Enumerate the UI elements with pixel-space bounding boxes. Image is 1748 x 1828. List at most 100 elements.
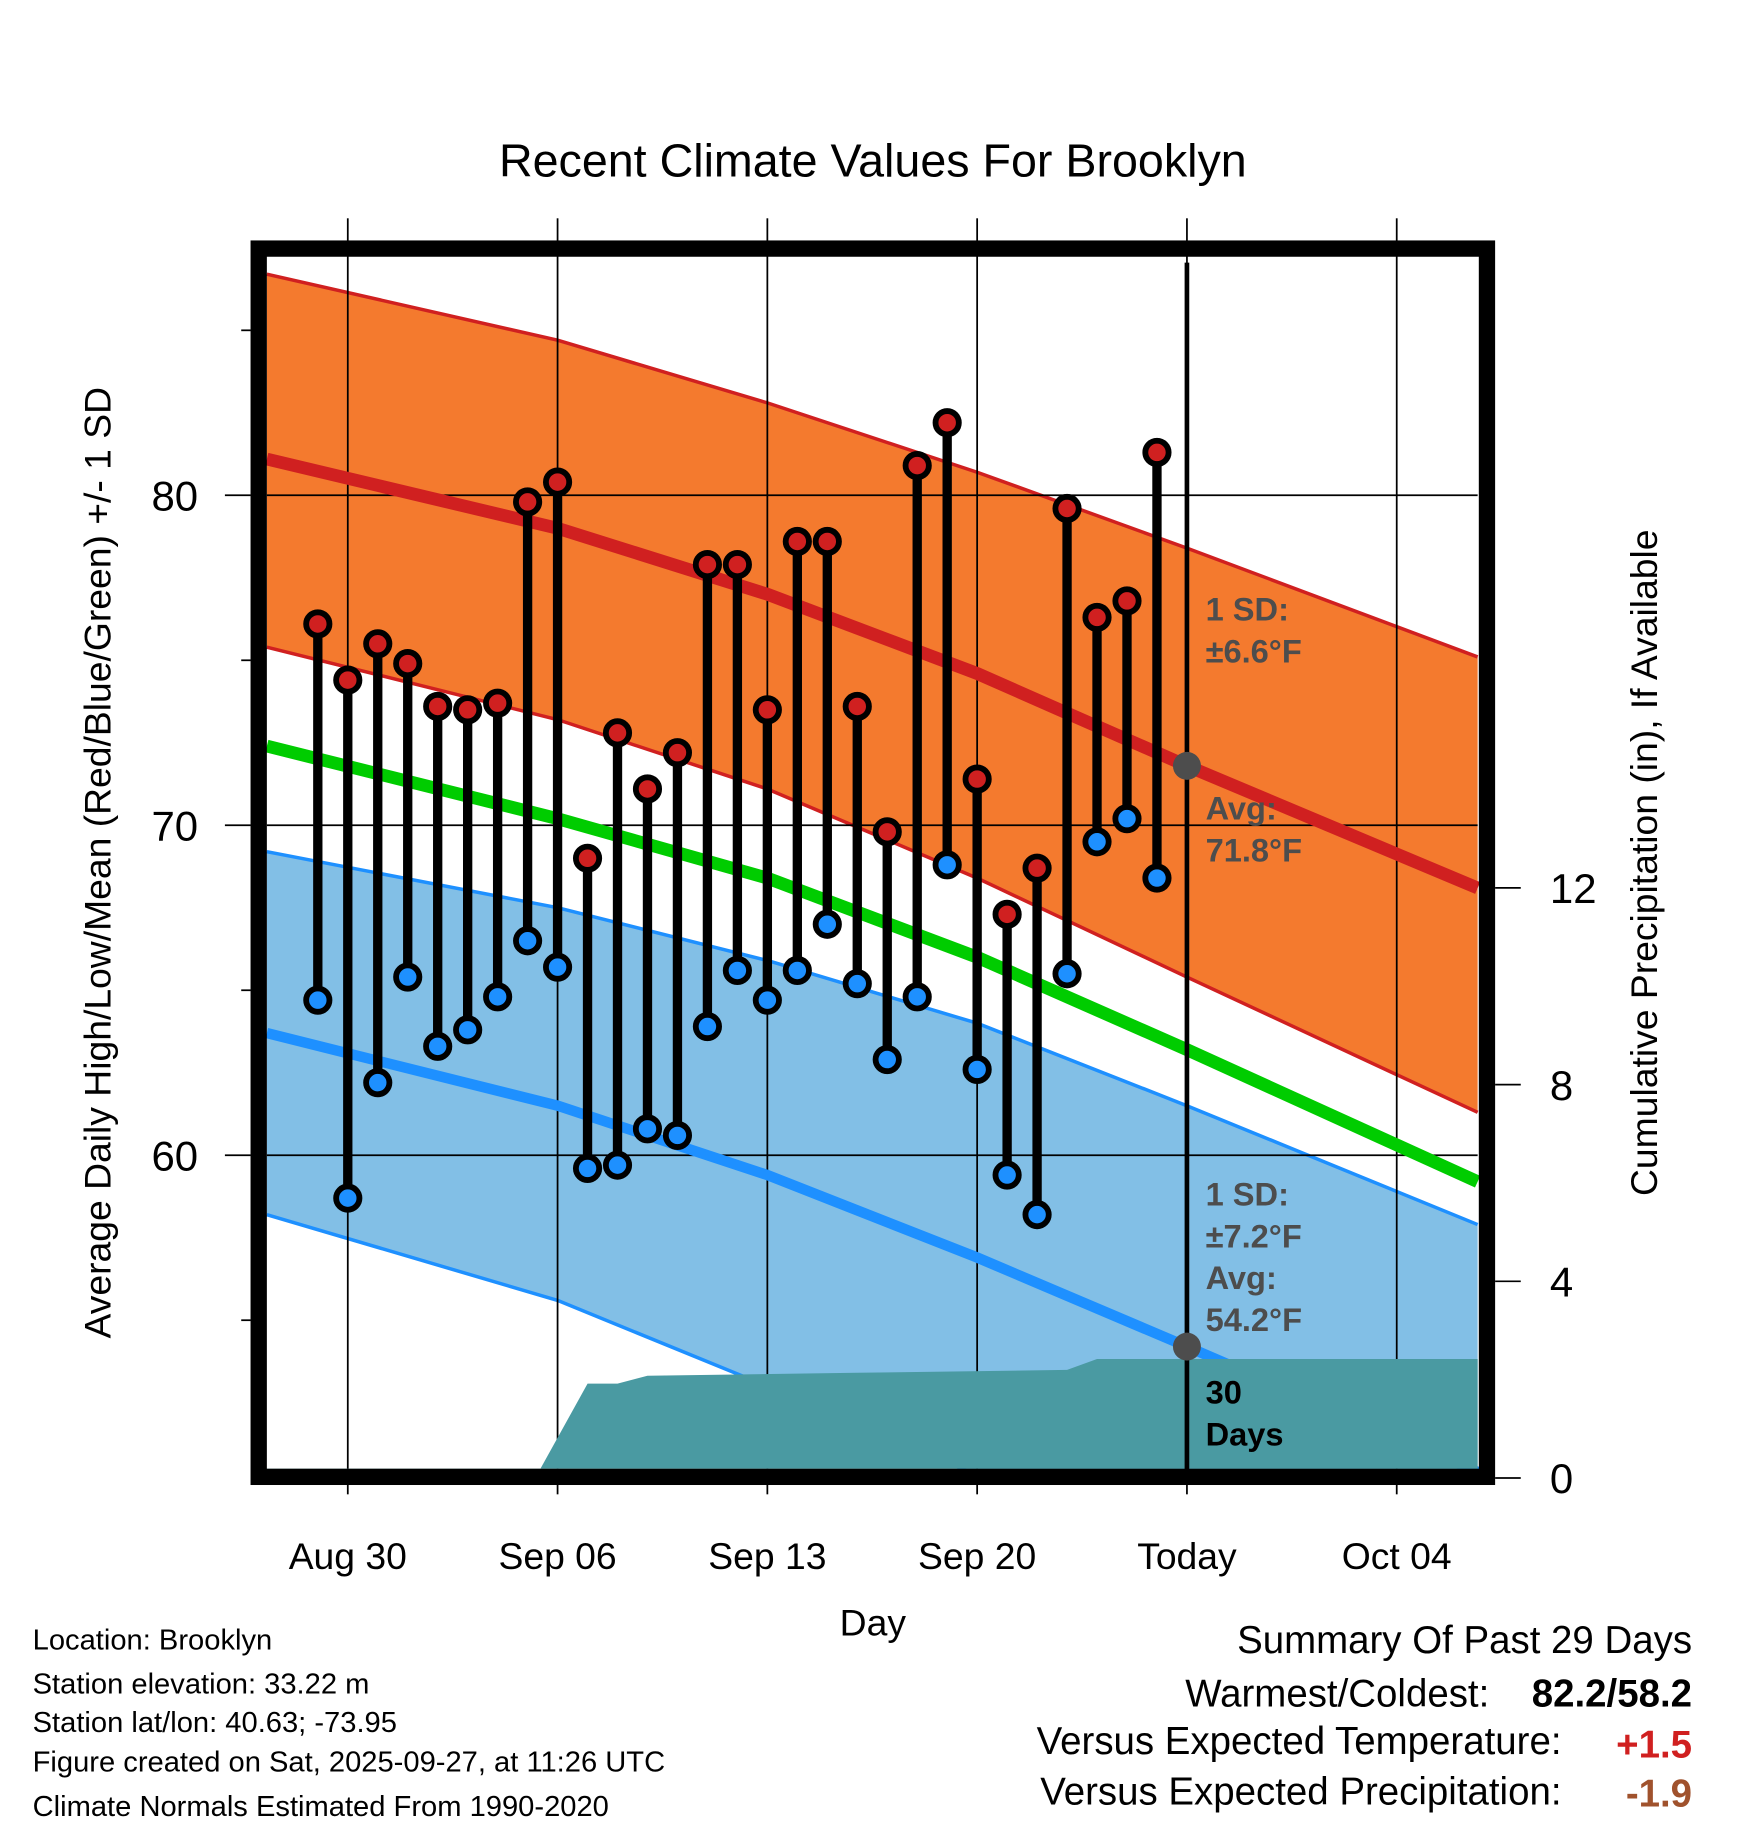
y2-tick-label: 8: [1550, 1062, 1573, 1109]
normal-mean-line: [265, 739, 1481, 1188]
summary-title: Summary Of Past 29 Days: [1237, 1619, 1692, 1662]
normal-high-line: [265, 452, 1481, 894]
summary-box: Summary Of Past 29 Days Warmest/Coldest:…: [1037, 1619, 1692, 1816]
footer-normals: Climate Normals Estimated From 1990-2020: [33, 1791, 609, 1823]
daily-high-point: [782, 526, 812, 557]
y2-tick-label: 0: [1550, 1455, 1573, 1502]
today-low-normal-marker: [1172, 1332, 1201, 1361]
low-sd-annotation: ±7.2°F: [1206, 1217, 1302, 1254]
daily-high-point: [632, 774, 663, 804]
y-tick-label: 80: [151, 472, 198, 519]
daily-low-point: [1082, 827, 1112, 857]
axes: Aug 30 Sep 06 Sep 13 Sep 20 Today Oct 04 60 70 8…: [151, 218, 1597, 1577]
daily-low-point: [453, 1015, 483, 1045]
daily-high-point: [842, 691, 872, 722]
daily-low-point: [692, 1011, 722, 1042]
daily-low-point: [1022, 1200, 1052, 1230]
daily-high-point: [1022, 853, 1052, 883]
daily-low-point: [812, 909, 842, 939]
warmest-coldest-value: 82.2/58.2: [1532, 1672, 1692, 1715]
daily-low-point: [632, 1114, 663, 1144]
x-tick-label: Oct 04: [1342, 1535, 1452, 1577]
x-tick-label: Sep 20: [918, 1535, 1036, 1577]
daily-high-point: [303, 609, 333, 639]
daily-low-point: [602, 1150, 633, 1180]
plot-overlay: 1 SD: ±6.6°F Avg: 71.8°F 1 SD: ±7.2°F Avg: 54.2…: [303, 262, 1302, 1472]
x-tick-label: Aug 30: [289, 1535, 407, 1577]
daily-low-point: [303, 985, 333, 1015]
high-avg-annotation: Avg:: [1206, 790, 1277, 827]
precip-anomaly-value: -1.9: [1626, 1773, 1692, 1816]
y2-tick-label: 12: [1550, 865, 1597, 912]
daily-low-point: [662, 1120, 693, 1150]
daily-low-point: [932, 850, 962, 880]
daily-low-point: [543, 952, 573, 982]
daily-high-point: [662, 738, 693, 768]
daily-high-point: [393, 649, 423, 679]
low-avg-annotation: Avg:: [1206, 1259, 1277, 1296]
daily-low-point: [333, 1183, 363, 1213]
x-tick-label: Sep 13: [708, 1535, 826, 1577]
y2-tick-label: 4: [1550, 1258, 1573, 1305]
daily-high-point: [453, 695, 483, 725]
daily-high-point: [872, 817, 902, 847]
footer-elevation: Station elevation: 33.22 m: [33, 1669, 370, 1701]
footer-created: Figure created on Sat, 2025-09-27, at 11…: [33, 1747, 665, 1779]
daily-high-point: [1112, 586, 1142, 616]
daily-low-point: [902, 982, 932, 1012]
daily-low-point: [992, 1160, 1022, 1190]
daily-low-point: [513, 926, 543, 956]
low-avg-annotation: 54.2°F: [1206, 1301, 1302, 1338]
daily-high-point: [992, 899, 1022, 929]
temp-anomaly-label: Versus Expected Temperature:: [1037, 1720, 1562, 1763]
precip-period-annotation: 30: [1206, 1373, 1242, 1410]
precip-anomaly-label: Versus Expected Precipitation:: [1040, 1770, 1561, 1813]
today-high-normal-marker: [1172, 751, 1201, 780]
daily-low-point: [1142, 863, 1172, 893]
daily-low-point: [363, 1068, 393, 1098]
high-sd-annotation: 1 SD:: [1206, 590, 1289, 627]
low-sd-band: [266, 851, 1478, 1470]
daily-low-point: [483, 982, 513, 1012]
daily-low-point: [872, 1044, 902, 1075]
daily-high-point: [602, 718, 633, 748]
daily-low-point: [393, 962, 423, 992]
daily-low-point: [782, 955, 812, 986]
daily-low-point: [842, 969, 872, 999]
daily-high-point: [333, 665, 363, 695]
y-tick-label: 70: [151, 802, 198, 849]
y-axis-label: Average Daily High/Low/Mean (Red/Blue/Gr…: [77, 387, 119, 1338]
x-tick-label: Today: [1137, 1535, 1237, 1577]
daily-high-point: [752, 695, 782, 725]
footer-latlon: Station lat/lon: 40.63; -73.95: [33, 1707, 397, 1739]
daily-low-point: [962, 1054, 992, 1085]
x-axis-label: Day: [840, 1601, 907, 1643]
daily-high-point: [572, 843, 603, 873]
low-sd-annotation: 1 SD:: [1206, 1175, 1289, 1212]
daily-low-point: [752, 985, 782, 1015]
daily-high-point: [1082, 602, 1112, 632]
daily-low-point: [722, 955, 752, 986]
y2-axis-label: Cumulative Precipitation (in), If Availa…: [1623, 529, 1665, 1196]
daily-high-point: [722, 550, 752, 580]
footer-info: Location: Brooklyn Station elevation: 33…: [33, 1624, 665, 1823]
daily-high-point: [543, 467, 573, 497]
plot-frame: [250, 240, 1496, 1486]
daily-high-point: [1142, 437, 1172, 467]
daily-high-point: [932, 408, 962, 438]
daily-low-point: [1052, 959, 1082, 989]
daily-high-point: [692, 550, 722, 580]
daily-low-point: [1112, 804, 1142, 834]
daily-high-point: [423, 691, 453, 722]
high-sd-band-upper-edge: [266, 272, 1479, 659]
temp-anomaly-value: +1.5: [1616, 1724, 1692, 1767]
daily-high-point: [483, 688, 513, 718]
high-avg-annotation: 71.8°F: [1206, 832, 1302, 869]
high-sd-annotation: ±6.6°F: [1206, 632, 1302, 669]
x-tick-label: Sep 06: [498, 1535, 616, 1577]
precip-period-annotation: Days: [1206, 1415, 1284, 1452]
y-tick-label: 60: [151, 1132, 198, 1179]
plot-area: [265, 254, 1481, 1470]
chart-title: Recent Climate Values For Brooklyn: [499, 134, 1247, 186]
warmest-coldest-label: Warmest/Coldest:: [1185, 1672, 1489, 1715]
